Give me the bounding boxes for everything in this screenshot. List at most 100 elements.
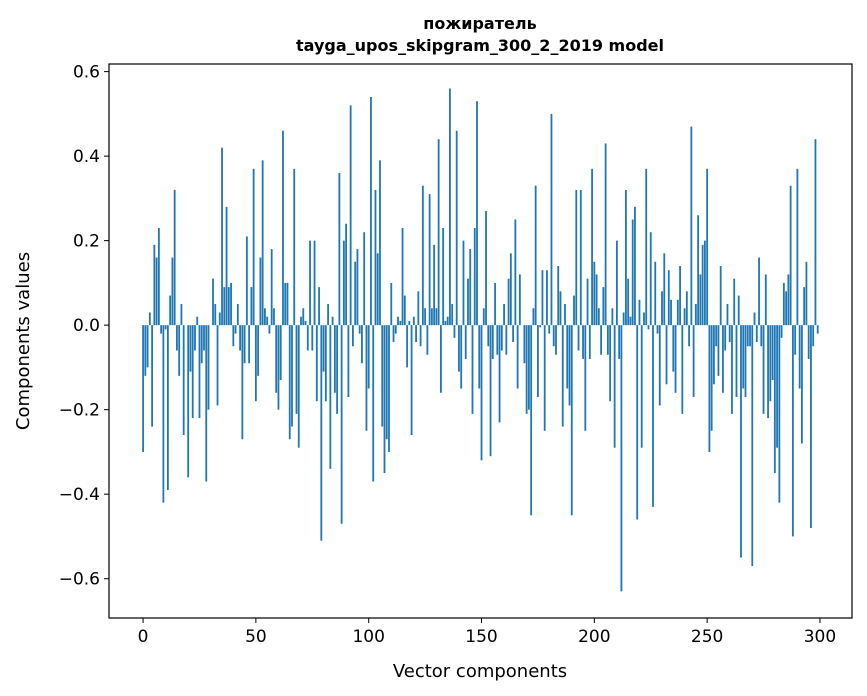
bar-145 — [469, 249, 472, 326]
bar-232 — [665, 325, 668, 385]
bar-60 — [277, 325, 280, 410]
bar-3 — [148, 312, 151, 326]
bar-23 — [194, 325, 196, 351]
bar-149 — [478, 325, 481, 389]
bar-127 — [428, 194, 431, 326]
bar-91 — [347, 325, 350, 397]
bar-107 — [383, 325, 386, 474]
x-tick-label: 150 — [465, 627, 497, 647]
bar-14 — [173, 189, 176, 326]
x-axis-label: Vector components — [393, 661, 567, 682]
bar-2 — [146, 325, 149, 368]
bar-204 — [602, 287, 605, 326]
bar-272 — [755, 325, 758, 343]
bar-270 — [751, 325, 754, 567]
bar-62 — [282, 130, 284, 326]
bar-125 — [424, 308, 427, 326]
bar-5 — [153, 244, 156, 326]
bar-66 — [291, 325, 293, 427]
bar-43 — [239, 325, 241, 351]
bar-268 — [746, 325, 749, 347]
bar-123 — [419, 325, 422, 347]
bar-76 — [313, 240, 316, 326]
bar-28 — [205, 325, 208, 482]
x-axis: 0 50 100 150 200 250 300 — [138, 618, 836, 647]
bar-153 — [487, 325, 490, 347]
x-tick-label: 250 — [691, 627, 723, 647]
bar-228 — [656, 325, 659, 334]
bar-289 — [794, 325, 797, 355]
bar-124 — [421, 185, 424, 326]
bar-266 — [742, 325, 745, 389]
bar-50 — [254, 325, 257, 402]
bar-190 — [570, 325, 573, 516]
bar-21 — [189, 325, 192, 372]
bar-9 — [162, 325, 165, 503]
chart-title-line-2: tayga_upos_skipgram_300_2_2019 model — [296, 36, 664, 55]
bar-97 — [361, 325, 363, 364]
bar-24 — [196, 316, 199, 326]
bar-209 — [613, 325, 616, 448]
bar-252 — [710, 325, 713, 431]
bar-25 — [198, 325, 201, 419]
bar-139 — [455, 130, 458, 326]
bar-53 — [261, 160, 264, 326]
bar-234 — [670, 299, 672, 326]
y-tick-label: −0.6 — [59, 570, 100, 590]
x-tick-label: 0 — [138, 627, 149, 647]
bar-175 — [537, 325, 539, 397]
bar-27 — [203, 325, 205, 351]
bar-199 — [591, 168, 593, 326]
y-tick-label: 0.4 — [73, 147, 100, 167]
bar-84 — [331, 316, 334, 326]
bar-206 — [606, 325, 609, 355]
bar-280 — [773, 325, 776, 474]
bar-276 — [764, 274, 767, 326]
bar-156 — [494, 282, 496, 326]
bar-291 — [798, 325, 801, 389]
bar-157 — [496, 325, 499, 355]
bar-271 — [753, 312, 756, 326]
bar-202 — [597, 308, 600, 326]
bar-212 — [620, 325, 623, 592]
bar-254 — [715, 325, 718, 347]
bar-181 — [550, 113, 553, 326]
bar-122 — [417, 291, 420, 326]
bar-279 — [771, 325, 774, 381]
bar-237 — [676, 299, 679, 326]
bar-184 — [557, 265, 560, 326]
bar-214 — [625, 189, 627, 326]
bar-243 — [690, 126, 693, 326]
bar-260 — [728, 325, 731, 343]
bar-296 — [810, 325, 812, 528]
bar-185 — [559, 291, 562, 326]
bar-113 — [397, 316, 399, 326]
bar-265 — [740, 325, 742, 558]
bar-278 — [769, 325, 772, 402]
bar-195 — [582, 325, 584, 359]
y-tick-label: 0.0 — [73, 316, 100, 336]
bar-210 — [615, 240, 618, 326]
bar-164 — [512, 325, 515, 343]
y-axis-label: Components values — [13, 252, 34, 430]
bars-group — [142, 88, 819, 592]
bar-132 — [439, 325, 442, 393]
y-tick-label: −0.4 — [59, 485, 100, 505]
bar-15 — [176, 325, 178, 351]
bar-58 — [273, 308, 275, 326]
bar-18 — [182, 325, 185, 436]
bar-109 — [388, 325, 390, 452]
chart-title-line-1: пожиратель — [423, 14, 536, 33]
bar-171 — [527, 325, 530, 410]
bar-223 — [645, 168, 648, 326]
bar-274 — [760, 325, 763, 347]
bar-94 — [354, 261, 357, 326]
bar-81 — [324, 325, 327, 402]
bar-95 — [356, 249, 359, 326]
bar-251 — [708, 325, 711, 452]
bar-120 — [412, 316, 415, 326]
bar-169 — [523, 325, 526, 364]
bar-282 — [778, 325, 781, 503]
bar-192 — [575, 189, 578, 326]
